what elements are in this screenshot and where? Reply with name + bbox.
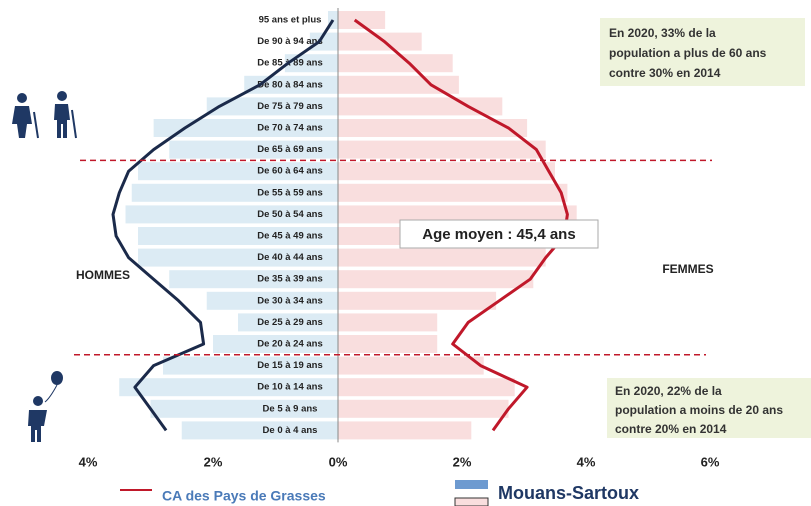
legend-label: Mouans-Sartoux <box>498 483 639 503</box>
men-bar <box>181 421 338 440</box>
note-text: population a moins de 20 ans <box>615 403 783 417</box>
category-label: De 20 à 24 ans <box>257 339 323 350</box>
women-bar <box>338 162 555 181</box>
category-label: De 80 à 84 ans <box>257 79 323 90</box>
note-box <box>600 18 805 86</box>
x-tick-label: 0% <box>329 454 348 469</box>
men-bar <box>213 335 338 353</box>
women-bar <box>338 183 568 202</box>
women-bar <box>338 270 534 289</box>
men-bar <box>138 227 338 245</box>
men-bar <box>119 378 338 397</box>
note-text: contre 20% en 2014 <box>615 422 727 436</box>
men-bar <box>206 97 338 116</box>
category-label: De 65 à 69 ans <box>257 144 323 155</box>
women-bar <box>338 378 515 397</box>
category-label: 95 ans et plus <box>259 15 322 26</box>
women-bar <box>338 313 438 332</box>
men-bar <box>150 399 338 418</box>
note-text: En 2020, 22% de la <box>615 384 722 398</box>
category-label: De 75 à 79 ans <box>257 101 323 112</box>
category-label: De 15 à 19 ans <box>257 360 323 371</box>
women-bar <box>338 335 438 353</box>
category-label: De 0 à 4 ans <box>263 425 318 436</box>
women-bar <box>338 399 509 418</box>
x-tick-label: 2% <box>453 454 472 469</box>
women-bar <box>338 140 546 159</box>
x-tick-label: 4% <box>79 454 98 469</box>
men-bar <box>163 356 338 375</box>
men-bar <box>309 32 338 51</box>
mean-age-box <box>399 219 599 249</box>
men-label: HOMMES <box>76 268 130 282</box>
category-label: De 70 à 74 ans <box>257 123 323 134</box>
men-bar <box>169 270 338 289</box>
category-label: De 30 à 34 ans <box>257 295 323 306</box>
category-label: De 60 à 64 ans <box>257 166 323 177</box>
child-icon <box>28 371 63 442</box>
category-label: De 55 à 59 ans <box>257 187 323 198</box>
x-tick-label: 2% <box>204 454 223 469</box>
x-tick-label: 6% <box>701 454 720 469</box>
x-tick-label: 4% <box>577 454 596 469</box>
category-label: De 50 à 54 ans <box>257 209 323 220</box>
note-box <box>607 378 811 438</box>
women-bar <box>338 421 472 440</box>
women-bar <box>338 291 497 310</box>
women-bar <box>338 32 422 51</box>
note-text: population a plus de 60 ans <box>609 46 767 60</box>
women-label: FEMMES <box>662 262 713 276</box>
women-bar <box>338 11 386 29</box>
women-bar <box>338 119 528 137</box>
men-bar <box>125 205 338 224</box>
elderly-icon <box>12 91 77 139</box>
category-label: De 35 à 39 ans <box>257 274 323 285</box>
women-bar <box>338 54 453 73</box>
men-bar <box>153 119 338 137</box>
note-text: En 2020, 33% de la <box>609 26 716 40</box>
men-bar <box>206 291 338 310</box>
category-label: De 5 à 9 ans <box>263 403 318 414</box>
men-bar <box>284 54 338 73</box>
women-bar <box>338 248 546 267</box>
women-bar <box>338 75 459 94</box>
men-bar <box>138 248 338 267</box>
category-label: De 40 à 44 ans <box>257 252 323 263</box>
mean-age: Age moyen : 45,4 ans <box>422 226 575 243</box>
men-bar <box>138 162 338 181</box>
category-label: De 25 à 29 ans <box>257 317 323 328</box>
men-line <box>111 19 335 432</box>
men-bar <box>131 183 338 202</box>
legend-swatch <box>454 497 489 506</box>
category-label: De 10 à 14 ans <box>257 382 323 393</box>
note-text: contre 30% en 2014 <box>609 66 721 80</box>
legend-swatch <box>455 480 488 489</box>
women-bar <box>338 356 484 375</box>
men-bar <box>238 313 338 332</box>
category-label: De 90 à 94 ans <box>257 36 323 47</box>
legend-label: CA des Pays de Grasses <box>162 488 326 504</box>
women-bar <box>338 205 577 224</box>
category-label: De 45 à 49 ans <box>257 231 323 242</box>
men-bar <box>169 140 338 159</box>
